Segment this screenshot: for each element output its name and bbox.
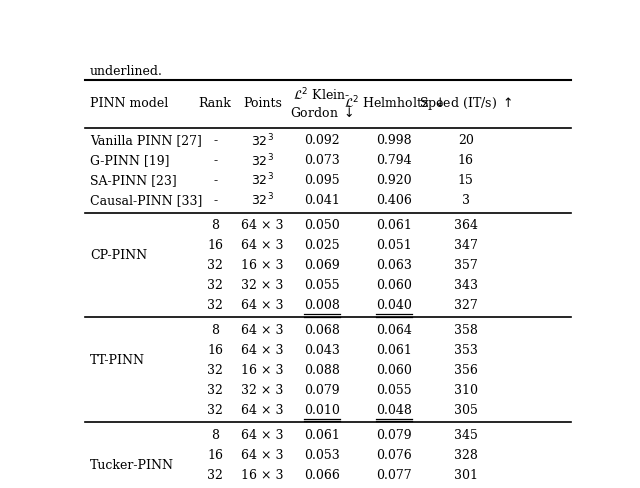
Text: 8: 8 xyxy=(211,219,219,232)
Text: 0.073: 0.073 xyxy=(304,154,340,167)
Text: 0.069: 0.069 xyxy=(304,259,340,272)
Text: 0.060: 0.060 xyxy=(376,364,412,377)
Text: 8: 8 xyxy=(211,429,219,442)
Text: 64 × 3: 64 × 3 xyxy=(241,219,284,232)
Text: 16: 16 xyxy=(207,239,223,252)
Text: 0.008: 0.008 xyxy=(304,299,340,312)
Text: 0.025: 0.025 xyxy=(304,239,340,252)
Text: 16 × 3: 16 × 3 xyxy=(241,259,284,272)
Text: -: - xyxy=(213,174,217,187)
Text: 64 × 3: 64 × 3 xyxy=(241,404,284,417)
Text: 64 × 3: 64 × 3 xyxy=(241,344,284,357)
Text: 64 × 3: 64 × 3 xyxy=(241,239,284,252)
Text: 343: 343 xyxy=(454,279,477,292)
Text: 0.053: 0.053 xyxy=(304,448,340,462)
Text: $\mathcal{L}^2$ Klein-
Gordon $\downarrow$: $\mathcal{L}^2$ Klein- Gordon $\downarro… xyxy=(290,86,353,120)
Text: 0.064: 0.064 xyxy=(376,324,412,337)
Text: $32^3$: $32^3$ xyxy=(251,192,274,209)
Text: CP-PINN: CP-PINN xyxy=(90,249,147,262)
Text: 32: 32 xyxy=(207,259,223,272)
Text: 0.066: 0.066 xyxy=(304,468,340,482)
Text: 64 × 3: 64 × 3 xyxy=(241,299,284,312)
Text: 310: 310 xyxy=(454,384,477,397)
Text: 3: 3 xyxy=(461,194,470,207)
Text: 0.050: 0.050 xyxy=(304,219,340,232)
Text: 0.076: 0.076 xyxy=(376,448,412,462)
Text: 0.077: 0.077 xyxy=(376,468,412,482)
Text: 0.043: 0.043 xyxy=(304,344,340,357)
Text: 32: 32 xyxy=(207,299,223,312)
Text: 0.040: 0.040 xyxy=(376,299,412,312)
Text: Rank: Rank xyxy=(199,97,232,110)
Text: G-PINN [19]: G-PINN [19] xyxy=(90,154,170,167)
Text: -: - xyxy=(213,194,217,207)
Text: 0.088: 0.088 xyxy=(304,364,340,377)
Text: 0.055: 0.055 xyxy=(304,279,340,292)
Text: 328: 328 xyxy=(454,448,477,462)
Text: 357: 357 xyxy=(454,259,477,272)
Text: Tucker-PINN: Tucker-PINN xyxy=(90,459,174,471)
Text: 16 × 3: 16 × 3 xyxy=(241,468,284,482)
Text: 0.079: 0.079 xyxy=(376,429,412,442)
Text: 32: 32 xyxy=(207,279,223,292)
Text: Causal-PINN [33]: Causal-PINN [33] xyxy=(90,194,202,207)
Text: 305: 305 xyxy=(454,404,477,417)
Text: 16 × 3: 16 × 3 xyxy=(241,364,284,377)
Text: 0.041: 0.041 xyxy=(304,194,340,207)
Text: 301: 301 xyxy=(454,468,477,482)
Text: 358: 358 xyxy=(454,324,477,337)
Text: -: - xyxy=(213,134,217,147)
Text: 32: 32 xyxy=(207,468,223,482)
Text: 8: 8 xyxy=(211,324,219,337)
Text: 32 × 3: 32 × 3 xyxy=(241,279,284,292)
Text: 0.092: 0.092 xyxy=(304,134,340,147)
Text: 364: 364 xyxy=(454,219,477,232)
Text: $32^3$: $32^3$ xyxy=(251,152,274,169)
Text: 32: 32 xyxy=(207,384,223,397)
Text: 0.079: 0.079 xyxy=(304,384,340,397)
Text: 16: 16 xyxy=(458,154,474,167)
Text: 16: 16 xyxy=(207,344,223,357)
Text: TT-PINN: TT-PINN xyxy=(90,354,145,367)
Text: -: - xyxy=(213,154,217,167)
Text: 0.010: 0.010 xyxy=(304,404,340,417)
Text: 347: 347 xyxy=(454,239,477,252)
Text: 0.068: 0.068 xyxy=(304,324,340,337)
Text: 0.406: 0.406 xyxy=(376,194,412,207)
Text: $32^3$: $32^3$ xyxy=(251,172,274,189)
Text: PINN model: PINN model xyxy=(90,97,168,110)
Text: 32: 32 xyxy=(207,364,223,377)
Text: 0.060: 0.060 xyxy=(376,279,412,292)
Text: SA-PINN [23]: SA-PINN [23] xyxy=(90,174,177,187)
Text: 0.095: 0.095 xyxy=(304,174,340,187)
Text: 0.794: 0.794 xyxy=(376,154,412,167)
Text: 0.061: 0.061 xyxy=(304,429,340,442)
Text: 64 × 3: 64 × 3 xyxy=(241,429,284,442)
Text: 64 × 3: 64 × 3 xyxy=(241,324,284,337)
Text: 32: 32 xyxy=(207,404,223,417)
Text: 0.055: 0.055 xyxy=(376,384,412,397)
Text: Points: Points xyxy=(243,97,282,110)
Text: 16: 16 xyxy=(207,448,223,462)
Text: 356: 356 xyxy=(454,364,477,377)
Text: 0.920: 0.920 xyxy=(376,174,412,187)
Text: $32^3$: $32^3$ xyxy=(251,132,274,149)
Text: 0.998: 0.998 xyxy=(376,134,412,147)
Text: Speed (IT/s) $\uparrow$: Speed (IT/s) $\uparrow$ xyxy=(419,95,512,112)
Text: 345: 345 xyxy=(454,429,477,442)
Text: Vanilla PINN [27]: Vanilla PINN [27] xyxy=(90,134,202,147)
Text: 0.051: 0.051 xyxy=(376,239,412,252)
Text: 15: 15 xyxy=(458,174,474,187)
Text: 353: 353 xyxy=(454,344,477,357)
Text: 20: 20 xyxy=(458,134,474,147)
Text: 0.061: 0.061 xyxy=(376,219,412,232)
Text: underlined.: underlined. xyxy=(90,64,163,78)
Text: 0.063: 0.063 xyxy=(376,259,412,272)
Text: 0.048: 0.048 xyxy=(376,404,412,417)
Text: 64 × 3: 64 × 3 xyxy=(241,448,284,462)
Text: 0.061: 0.061 xyxy=(376,344,412,357)
Text: 32 × 3: 32 × 3 xyxy=(241,384,284,397)
Text: 327: 327 xyxy=(454,299,477,312)
Text: $\mathcal{L}^2$ Helmholtz $\downarrow$: $\mathcal{L}^2$ Helmholtz $\downarrow$ xyxy=(344,95,444,112)
